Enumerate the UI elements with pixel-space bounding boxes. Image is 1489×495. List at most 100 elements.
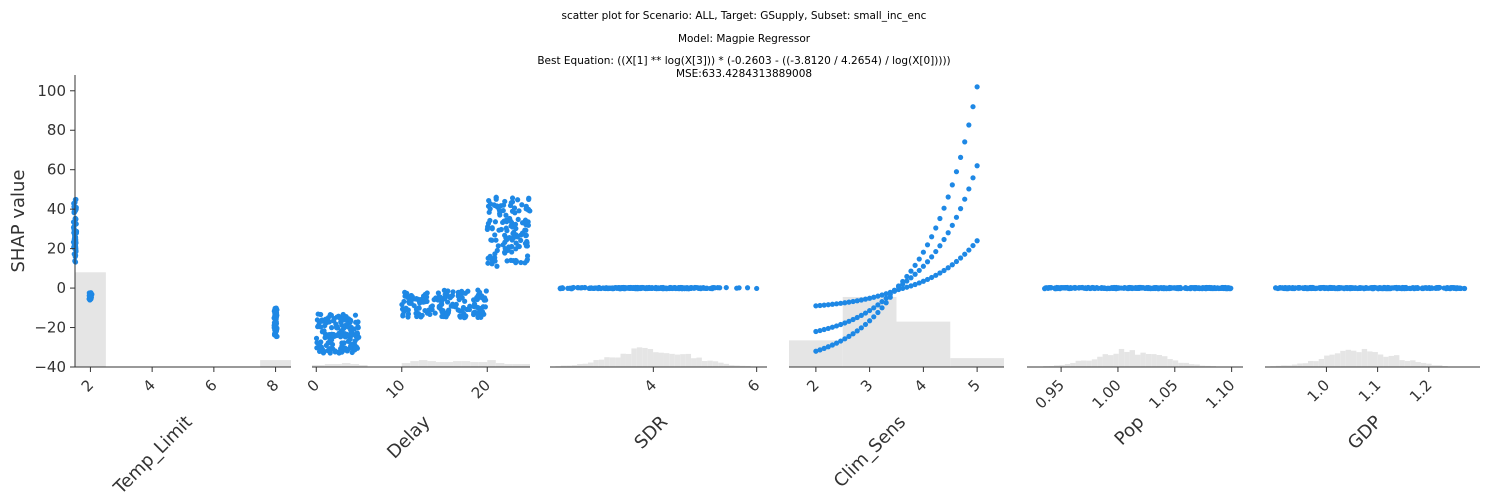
scatter-point [1407,285,1413,292]
scatter-point [489,225,495,231]
x-axis: 2 3 4 5 Clim_Sens [789,366,1004,492]
x-tick-label: 6 [201,376,220,395]
scatter-point [355,325,361,331]
histogram-bar [1140,352,1146,367]
scatter-point [850,298,856,305]
histogram-bar [696,357,702,367]
histogram-bar [701,361,708,367]
histogram-bar [577,364,583,367]
scatter-point [1105,285,1111,291]
histogram-bar [1167,359,1173,367]
scatter-point [503,212,509,218]
scatter-point [524,258,530,264]
scatter-point [508,200,514,206]
scatter-point [813,328,819,335]
scatter-point [1309,285,1315,291]
scatter-point [920,249,926,255]
scatter-point [1131,285,1137,291]
scatter-point [1084,285,1090,291]
histogram-bar [1324,355,1330,367]
x-tick-label: 1.05 [1145,376,1181,412]
x-tick-label: 20 [468,376,494,402]
scatter-point [821,326,827,333]
scatter-point [509,243,515,250]
histogram-bar [642,347,648,367]
scatter-point [500,202,507,208]
scatter-point [962,139,968,145]
scatter-point [330,346,336,352]
x-tick-label: 6 [744,376,763,395]
histogram-bar [1113,353,1119,367]
scatter-point [1353,285,1359,291]
scatter-point [1167,285,1173,292]
scatter-point [875,302,881,308]
scatter-point [825,302,831,308]
scatter-point [488,237,494,243]
scatter-point [1142,285,1148,292]
scatter-point [1449,285,1455,291]
scatter-point [485,203,492,209]
scatter-point [493,196,499,202]
histogram-bar [625,353,632,367]
histogram-bar [739,365,746,367]
scatter-point [486,198,492,204]
scatter-point [497,212,503,218]
histogram-bar [1410,360,1416,367]
scatter-point [321,328,327,334]
histogram-bar [680,354,686,367]
scatter-point [646,284,652,291]
scatter-point [854,314,860,321]
histogram-bar [1388,355,1394,367]
scatter-point [858,312,864,318]
y-axis: −40 −20 0 20 40 60 80 100 [34,75,76,376]
histogram-bar [1313,361,1319,367]
scatter-point [1227,286,1233,292]
scatter-point [945,265,951,271]
scatter-point [698,285,704,292]
scatter-point [406,299,412,305]
scatter-point [871,314,877,320]
scatter-point [945,230,951,236]
scatter-point [1198,285,1204,291]
x-tick-label: 1.10 [1202,376,1238,412]
y-tick-label: 20 [47,240,66,258]
histogram-bar [1351,350,1357,367]
scatter-point [482,304,488,310]
histogram-bar [1367,351,1373,367]
scatter-point [483,288,489,294]
scatter-point [502,232,508,238]
scatter-point [949,222,955,228]
scatter-point [503,225,509,231]
histogram-bar [75,272,106,367]
scatter-point [1379,286,1386,292]
scatter-point [879,299,885,305]
scatter-point [924,242,931,248]
scatter-point [510,230,516,237]
scatter-point [1213,285,1220,291]
scatter-point [1444,284,1451,291]
scatter-point [862,310,869,316]
scatter-point [1305,285,1311,291]
scatter-point [887,294,893,300]
scatter-point [829,301,836,307]
histogram-bar [712,361,719,367]
scatter-point [559,285,566,291]
scatter-point [1067,284,1074,291]
scatter-point [332,333,338,339]
subplot-clim-sens: 2 3 4 5 Clim_Sens [789,84,1004,492]
scatter-point [320,350,327,356]
scatter-point [1046,285,1052,291]
scatter-point [933,225,939,231]
subplot-panels: 2 4 6 8 Temp_Limit −40 −20 0 20 40 60 80 100 0 10 20 Del… [34,75,1480,495]
scatter-point [1101,285,1107,291]
scatter-point [439,313,445,319]
scatter-point [346,338,352,344]
scatter-point [467,303,473,309]
scatter-point [656,285,662,292]
histogram-bar [1431,365,1437,367]
scatter-point [449,292,456,299]
scatter-point [494,247,500,254]
scatter-point [970,242,976,249]
scatter-points [557,284,760,292]
histogram [312,360,530,367]
